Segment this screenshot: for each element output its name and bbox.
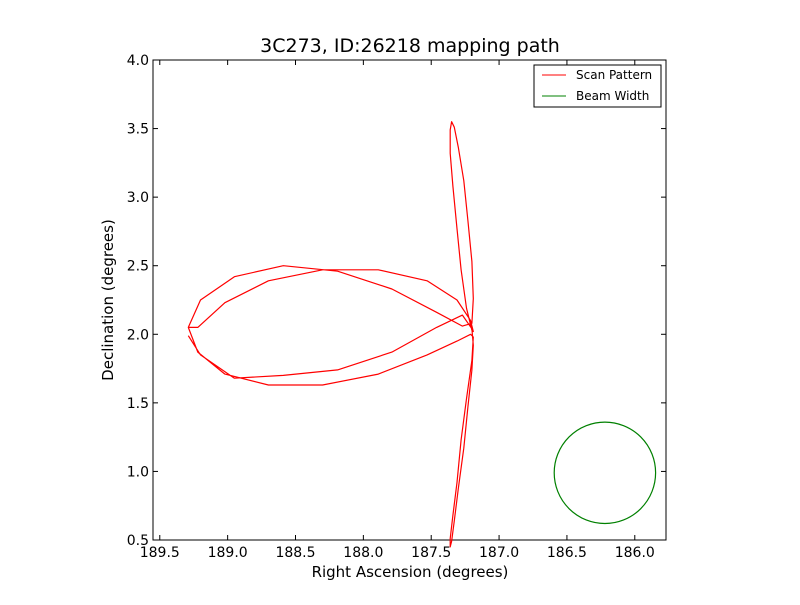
x-tick-label: 187.5	[411, 545, 451, 561]
beam-width-circle	[553, 421, 657, 525]
plot-content	[187, 121, 657, 548]
x-tick-label: 188.0	[343, 545, 383, 561]
y-tick-label: 3.0	[127, 190, 149, 206]
x-tick-label: 189.5	[140, 545, 180, 561]
x-tick-label: 189.0	[208, 545, 248, 561]
y-tick-label: 4.0	[127, 53, 149, 69]
plot-area	[152, 59, 667, 541]
chart-title: 3C273, ID:26218 mapping path	[260, 35, 560, 57]
y-tick-label: 1.0	[127, 464, 149, 480]
scan-pattern-line	[187, 121, 474, 548]
y-tick-label: 3.5	[127, 122, 149, 138]
x-axis-label: Right Ascension (degrees)	[312, 563, 509, 581]
x-axis-ticks: 189.5 189.0 188.5 188.0 187.5 187.0 186.5 186.0	[140, 60, 655, 561]
legend-label-scan-pattern: Scan Pattern	[576, 68, 652, 82]
y-axis-label: Declination (degrees)	[99, 219, 117, 381]
legend-box	[533, 64, 662, 108]
x-tick-label: 188.5	[275, 545, 315, 561]
x-tick-label: 186.0	[615, 545, 655, 561]
y-tick-label: 0.5	[127, 533, 149, 549]
legend-label-beam-width: Beam Width	[576, 89, 649, 103]
y-axis-ticks: 0.5 1.0 1.5 2.0 2.5 3.0 3.5 4.0	[127, 53, 666, 549]
y-tick-label: 1.5	[127, 396, 149, 412]
y-tick-label: 2.5	[127, 259, 149, 275]
y-tick-label: 2.0	[127, 327, 149, 343]
x-tick-label: 187.0	[479, 545, 519, 561]
legend: Scan Pattern Beam Width	[533, 64, 662, 108]
x-tick-label: 186.5	[547, 545, 587, 561]
